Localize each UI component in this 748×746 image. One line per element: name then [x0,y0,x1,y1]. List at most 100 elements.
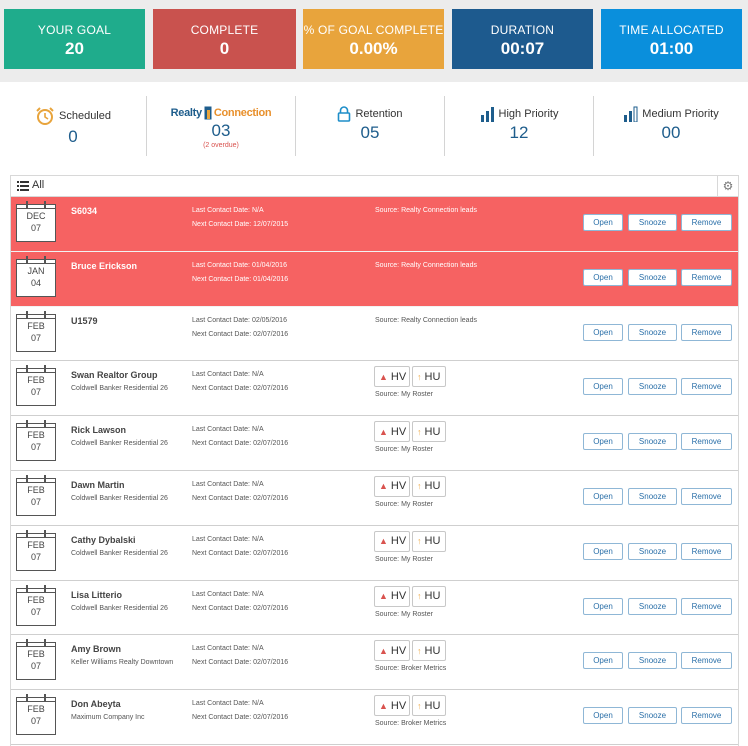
remove-button[interactable]: Remove [681,487,732,505]
hu-badge[interactable]: ↑ HU [412,366,446,388]
contact-row[interactable]: FEB 07 Amy Brown Keller Williams Realty Dow… [11,635,738,691]
gear-icon[interactable]: ⚙ [717,176,738,196]
remove-button[interactable]: Remove [681,542,732,560]
contact-name[interactable]: Bruce Erickson [71,260,138,271]
contact-row[interactable]: FEB 07 U1579 Last Contact Date: 02/05/2016 N… [11,306,738,362]
snooze-button[interactable]: Snooze [628,214,677,231]
last-contact-label: Last Contact Date: [192,316,250,324]
stat-value: 0 [219,39,230,58]
hu-badge[interactable]: ↑ HU [412,475,446,497]
hu-badge[interactable]: ↑ HU [412,585,446,607]
tab-realty-connection[interactable]: Realty Connection 03 (2 overdue) [147,92,295,154]
snooze-button[interactable]: Snooze [628,707,677,725]
open-button[interactable]: Open [583,268,623,286]
hu-label: HU [424,480,441,493]
snooze-button[interactable]: Snooze [628,268,677,286]
remove-button[interactable]: Remove [681,652,732,670]
tab-medium-priority[interactable]: Medium Priority 00 [594,92,748,154]
snooze-button[interactable]: Snooze [628,597,677,615]
contact-row[interactable]: FEB 07 Don Abeyta Maximum Company Inc Last C… [11,690,738,745]
open-button[interactable]: Open [583,542,623,560]
contact-company: Keller Williams Realty Downtown [71,659,174,667]
alarm-clock-icon [36,107,54,125]
source-value: My Roster [401,555,433,563]
arrow-up-icon: ↑ [417,645,422,656]
next-contact-date: Next Contact Date: 02/07/2016 [192,495,288,502]
lead-source: Source: Broker Metrics [375,665,446,672]
contact-row[interactable]: DEC 07 S6034 Last Contact Date: N/A Next Con… [11,197,738,252]
chart-area-icon: ▲ [379,426,388,437]
open-button[interactable]: Open [583,707,623,725]
contact-name[interactable]: S6034 [71,206,98,216]
next-contact-value: 01/04/2016 [253,275,289,283]
tab-retention[interactable]: Retention 05 [296,92,444,154]
calendar-ring [44,529,46,537]
logo-text-realty: Realty [170,107,203,119]
remove-button[interactable]: Remove [681,707,732,725]
hv-badge[interactable]: ▲ HV [374,585,410,607]
contact-row[interactable]: JAN 04 Bruce Erickson Last Contact Date: 01… [11,251,738,307]
snooze-button[interactable]: Snooze [628,487,677,505]
filter-label[interactable]: All [32,179,45,191]
contact-name[interactable]: Amy Brown [71,644,122,655]
contact-name[interactable]: Dawn Martin [71,479,125,490]
contact-row[interactable]: FEB 07 Dawn Martin Coldwell Banker Resident… [11,470,738,526]
hu-badge[interactable]: ↑ HU [412,640,446,662]
calendar-month: JAN [27,265,45,276]
contact-name[interactable]: U1579 [71,315,98,326]
contact-name[interactable]: Swan Realtor Group [71,370,158,381]
open-button[interactable]: Open [583,323,623,341]
hv-badge[interactable]: ▲ HV [374,366,410,388]
contact-name[interactable]: Don Abeyta [71,699,121,710]
hv-badge[interactable]: ▲ HV [374,421,410,443]
open-button[interactable]: Open [583,652,623,670]
tab-high-priority[interactable]: High Priority 12 [445,92,593,154]
contact-name[interactable]: Lisa Litterio [71,589,123,600]
contact-name[interactable]: Cathy Dybalski [71,534,136,545]
calendar-icon: FEB 07 [16,420,56,462]
calendar-ring [44,474,46,482]
open-button[interactable]: Open [583,433,623,451]
calendar-rule [17,536,55,538]
list-icon[interactable] [17,181,29,191]
calendar-ring [26,474,28,482]
snooze-button[interactable]: Snooze [628,542,677,560]
remove-button[interactable]: Remove [681,378,732,396]
hv-badge[interactable]: ▲ HV [374,475,410,497]
chart-area-icon: ▲ [379,645,388,656]
contact-row[interactable]: FEB 07 Cathy Dybalski Coldwell Banker Resid… [11,525,738,581]
hu-badge[interactable]: ↑ HU [412,530,446,552]
last-contact-value: N/A [251,700,264,708]
calendar-ring [44,201,46,208]
calendar-rule [17,262,55,264]
snooze-button[interactable]: Snooze [628,652,677,670]
contact-row[interactable]: FEB 07 Rick Lawson Coldwell Banker Resident… [11,416,738,471]
stat-value: 0.00% [349,39,398,58]
hu-badge[interactable]: ↑ HU [412,695,446,717]
remove-button[interactable]: Remove [681,214,732,231]
remove-button[interactable]: Remove [681,268,732,286]
hv-badge[interactable]: ▲ HV [374,530,410,552]
remove-button[interactable]: Remove [681,323,732,341]
open-button[interactable]: Open [583,487,623,505]
next-contact-date: Next Contact Date: 02/07/2016 [192,440,288,447]
remove-button[interactable]: Remove [681,433,732,451]
hv-badge[interactable]: ▲ HV [374,695,410,717]
contact-row[interactable]: FEB 07 Lisa Litterio Coldwell Banker Reside… [11,580,738,636]
open-button[interactable]: Open [583,597,623,615]
next-contact-value: 02/07/2016 [253,714,289,722]
remove-button[interactable]: Remove [681,597,732,615]
contact-row[interactable]: FEB 07 Swan Realtor Group Coldwell Banker R… [11,361,738,417]
snooze-button[interactable]: Snooze [628,323,677,341]
contact-rows: DEC 07 S6034 Last Contact Date: N/A Next Con… [11,197,738,745]
snooze-button[interactable]: Snooze [628,433,677,451]
hv-badge[interactable]: ▲ HV [374,640,410,662]
open-button[interactable]: Open [583,378,623,396]
stat-time-allocated: TIME ALLOCATED 01:00 [601,9,742,69]
snooze-button[interactable]: Snooze [628,378,677,396]
tab-scheduled[interactable]: Scheduled 0 [0,92,146,154]
contact-company: Coldwell Banker Residential 26 [71,604,168,612]
hu-badge[interactable]: ↑ HU [412,421,446,443]
contact-name[interactable]: Rick Lawson [71,425,127,436]
open-button[interactable]: Open [583,214,623,231]
